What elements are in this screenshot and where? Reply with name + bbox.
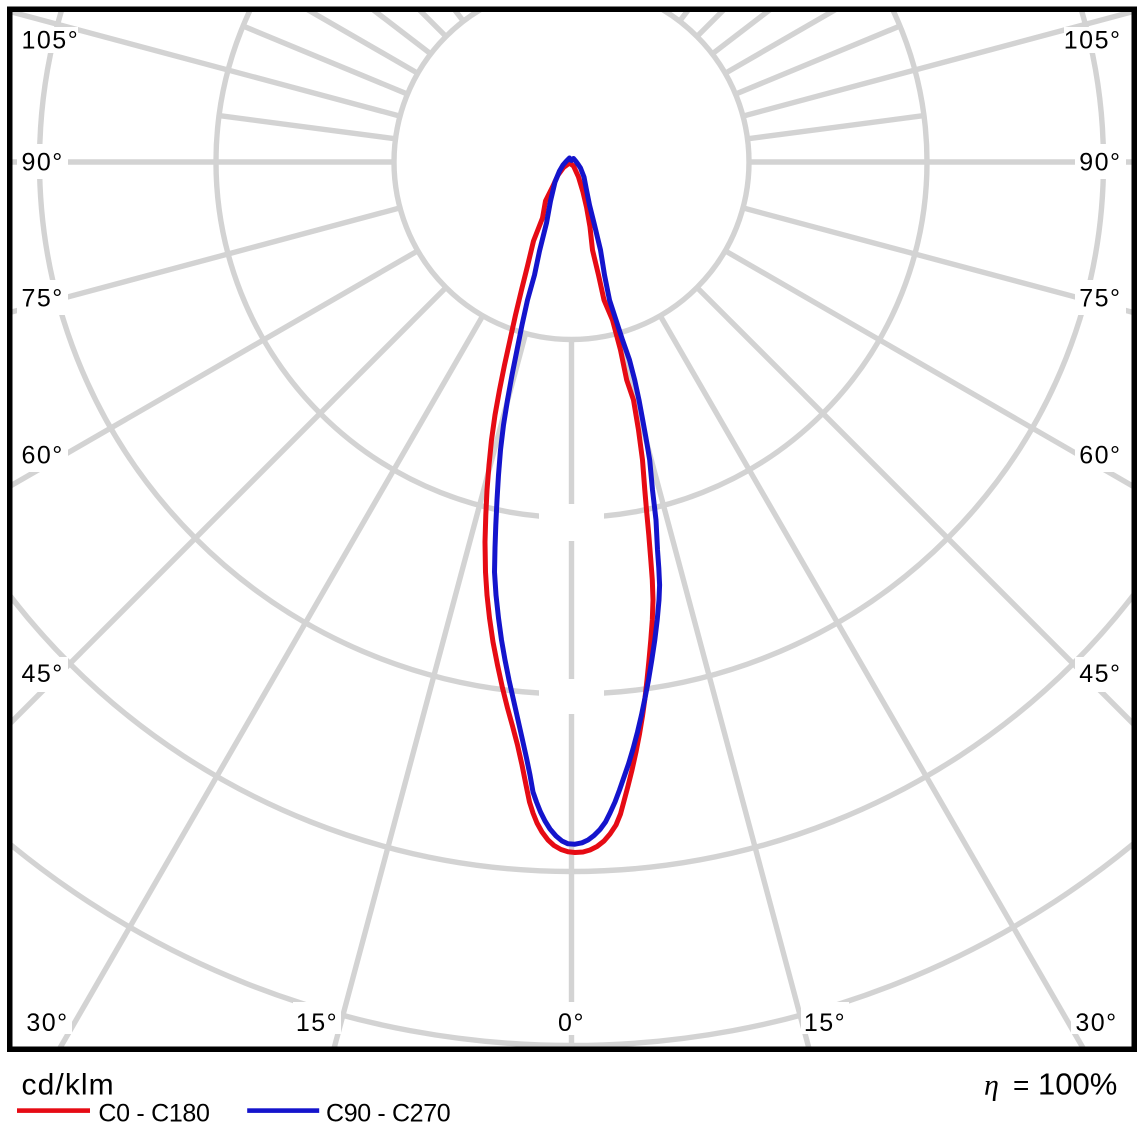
svg-text:60°: 60° bbox=[1079, 442, 1121, 470]
svg-text:45°: 45° bbox=[1079, 660, 1121, 688]
svg-text:105°: 105° bbox=[22, 27, 80, 55]
svg-text:30°: 30° bbox=[26, 1009, 68, 1037]
svg-text:90°: 90° bbox=[1079, 149, 1121, 177]
svg-text:=: = bbox=[1013, 1070, 1029, 1101]
svg-text:η: η bbox=[984, 1069, 999, 1102]
svg-text:75°: 75° bbox=[1079, 285, 1121, 313]
svg-text:C0 - C180: C0 - C180 bbox=[98, 1100, 209, 1128]
svg-text:C90 - C270: C90 - C270 bbox=[326, 1100, 450, 1128]
svg-text:15°: 15° bbox=[296, 1009, 338, 1037]
svg-text:cd/klm: cd/klm bbox=[22, 1069, 115, 1102]
svg-text:105°: 105° bbox=[1064, 27, 1122, 55]
svg-text:90°: 90° bbox=[22, 149, 64, 177]
svg-text:75°: 75° bbox=[22, 285, 64, 313]
svg-text:0°: 0° bbox=[558, 1009, 585, 1037]
svg-text:60°: 60° bbox=[22, 442, 64, 470]
svg-text:45°: 45° bbox=[22, 660, 64, 688]
svg-text:100%: 100% bbox=[1038, 1067, 1117, 1102]
svg-text:30°: 30° bbox=[1075, 1009, 1117, 1037]
svg-text:15°: 15° bbox=[804, 1009, 846, 1037]
